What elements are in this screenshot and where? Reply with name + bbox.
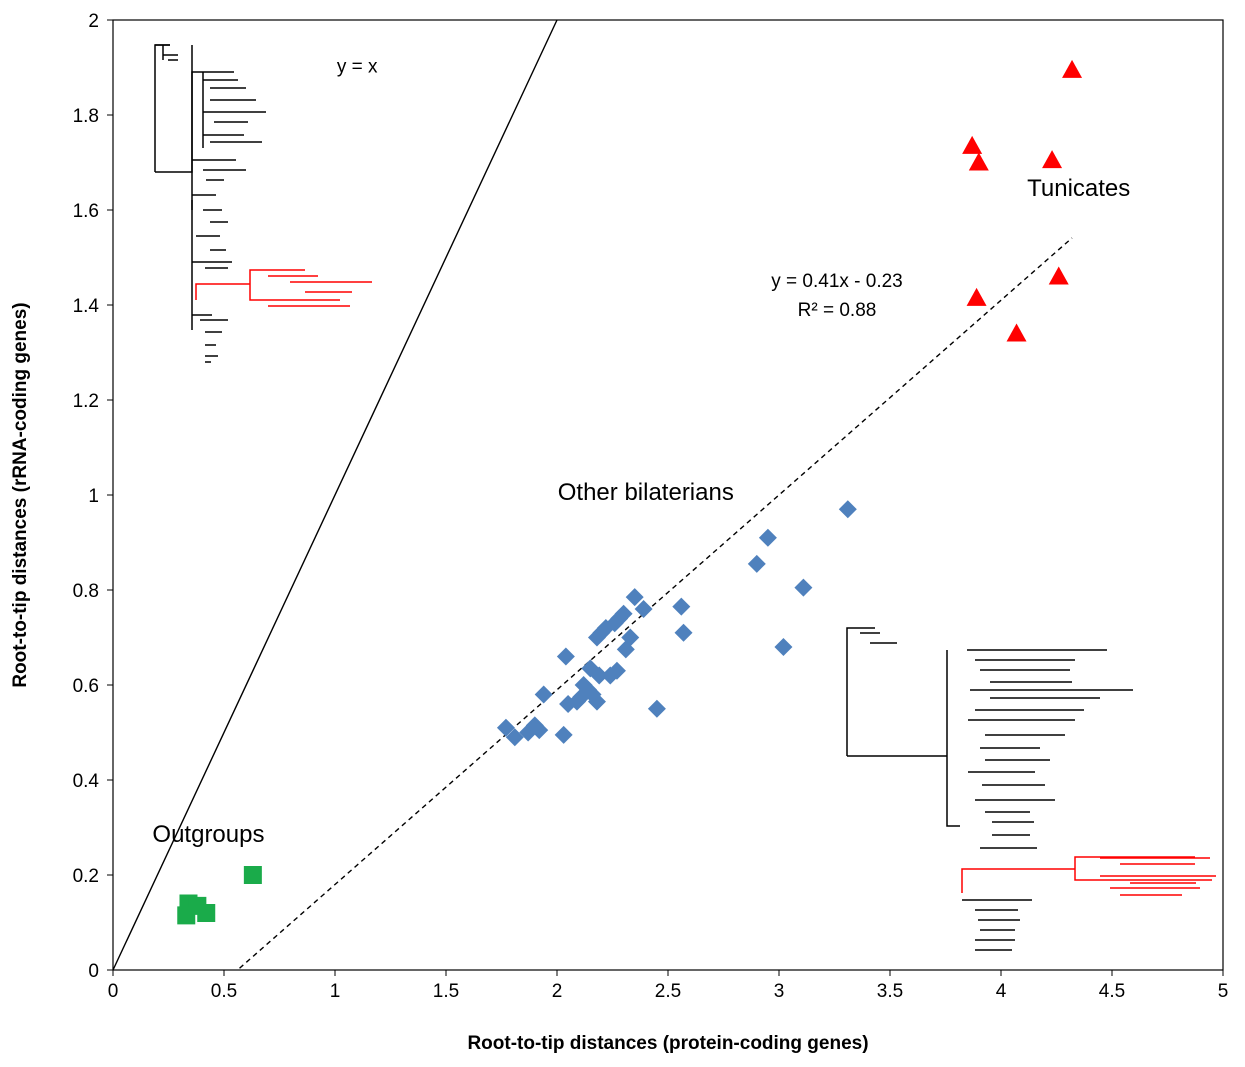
tree-branch bbox=[968, 719, 1075, 786]
x-tick-label: 0 bbox=[108, 981, 119, 1002]
bilaterian-point bbox=[625, 588, 644, 607]
bilaterian-point bbox=[672, 597, 691, 616]
bilaterian-point bbox=[747, 554, 766, 573]
bilaterian-point bbox=[794, 578, 813, 597]
outgroup-point bbox=[197, 904, 216, 922]
regression-line bbox=[239, 237, 1073, 969]
y-tick-label: 0.6 bbox=[73, 676, 99, 697]
annotation-outgroups: Outgroups bbox=[152, 821, 264, 848]
phylogenetic-tree-inset-bottom-right bbox=[846, 627, 1216, 951]
tree-branch bbox=[192, 314, 228, 363]
outgroup-point bbox=[243, 866, 262, 884]
tunicate-point bbox=[1006, 323, 1027, 342]
x-axis-ticks: 0 0.5 1 1.5 2 2.5 3 3.5 4 4.5 5 bbox=[108, 970, 1229, 1002]
tree-branch bbox=[191, 71, 266, 210]
plot-area bbox=[112, 19, 1224, 971]
tunicate-point bbox=[962, 135, 983, 154]
x-tick-label: 0.5 bbox=[211, 981, 237, 1002]
phylogenetic-tree-inset-top-left bbox=[154, 44, 372, 363]
tree-branch bbox=[192, 159, 246, 251]
tree-branch bbox=[961, 856, 1212, 893]
y-tick-label: 2 bbox=[88, 11, 99, 32]
tree-branch bbox=[967, 649, 1133, 711]
bilaterian-point bbox=[621, 628, 640, 647]
tunicate-point bbox=[1062, 59, 1083, 78]
tree-branch bbox=[847, 650, 960, 827]
bilaterian-point bbox=[496, 718, 515, 737]
tree-branch bbox=[1100, 857, 1216, 896]
reference-lines bbox=[112, 19, 1073, 971]
tree-branch bbox=[195, 269, 305, 301]
bilaterian-point bbox=[614, 604, 633, 623]
bilaterian-point bbox=[674, 623, 693, 642]
annotation-y-x: y = x bbox=[337, 56, 378, 77]
x-tick-label: 3 bbox=[774, 981, 785, 1002]
y-tick-label: 0 bbox=[88, 961, 99, 982]
bilaterian-point bbox=[838, 500, 857, 519]
equation-label: y = 0.41x - 0.23 bbox=[771, 271, 903, 292]
y-axis-ticks: 0 0.2 0.4 0.6 0.8 1 1.2 1.4 1.6 1.8 2 bbox=[73, 11, 113, 982]
x-tick-label: 2 bbox=[552, 981, 563, 1002]
bilaterian-point bbox=[590, 666, 609, 685]
tree-branch bbox=[975, 799, 1055, 849]
tree-branch bbox=[962, 899, 1032, 951]
tree-branch bbox=[846, 627, 897, 756]
y-tick-label: 0.4 bbox=[73, 771, 100, 792]
bilaterian-point bbox=[647, 699, 666, 718]
data-points bbox=[177, 59, 1083, 925]
bilaterian-point bbox=[774, 638, 793, 656]
tunicate-point bbox=[966, 287, 987, 306]
tunicate-point bbox=[968, 152, 989, 171]
x-tick-label: 4.5 bbox=[1099, 981, 1125, 1002]
tree-branch bbox=[191, 200, 232, 330]
bilaterian-point bbox=[587, 692, 606, 711]
y-tick-label: 1.6 bbox=[73, 201, 99, 222]
y-tick-label: 1.8 bbox=[73, 106, 99, 127]
bilaterian-point bbox=[556, 647, 575, 666]
y-tick-label: 1 bbox=[88, 486, 99, 507]
bilaterian-point bbox=[758, 528, 777, 547]
x-axis-title: Root-to-tip distances (protein-coding ge… bbox=[467, 1033, 868, 1054]
bilaterian-point bbox=[534, 685, 553, 704]
x-tick-label: 1 bbox=[330, 981, 341, 1002]
tree-branch bbox=[268, 275, 372, 307]
annotation-other-bilaterians: Other bilaterians bbox=[558, 479, 734, 506]
x-tick-label: 3.5 bbox=[877, 981, 903, 1002]
x-tick-label: 2.5 bbox=[655, 981, 681, 1002]
y-tick-label: 0.2 bbox=[73, 866, 99, 887]
y-axis-title: Root-to-tip distances (rRNA-coding genes… bbox=[10, 302, 31, 687]
tunicate-point bbox=[1048, 266, 1069, 285]
r-squared-label: R² = 0.88 bbox=[798, 300, 877, 321]
y-tick-label: 1.2 bbox=[73, 391, 99, 412]
tree-branch bbox=[155, 44, 178, 61]
bilaterian-point bbox=[505, 728, 524, 747]
bilaterian-point bbox=[554, 725, 573, 744]
y-tick-label: 1.4 bbox=[73, 296, 100, 317]
identity-line bbox=[112, 19, 558, 971]
y-tick-label: 0.8 bbox=[73, 581, 99, 602]
bilaterian-point bbox=[634, 600, 653, 618]
tunicate-point bbox=[1042, 150, 1063, 169]
bilaterian-point bbox=[607, 661, 626, 680]
annotation-tunicates: Tunicates bbox=[1027, 175, 1130, 202]
annotations: Outgroups Other bilaterians Tunicates y = x bbox=[152, 56, 1130, 848]
x-tick-label: 5 bbox=[1218, 981, 1229, 1002]
outgroup-point bbox=[177, 906, 196, 925]
x-tick-label: 4 bbox=[996, 981, 1007, 1002]
x-tick-label: 1.5 bbox=[433, 981, 459, 1002]
bilaterian-point bbox=[530, 721, 549, 740]
